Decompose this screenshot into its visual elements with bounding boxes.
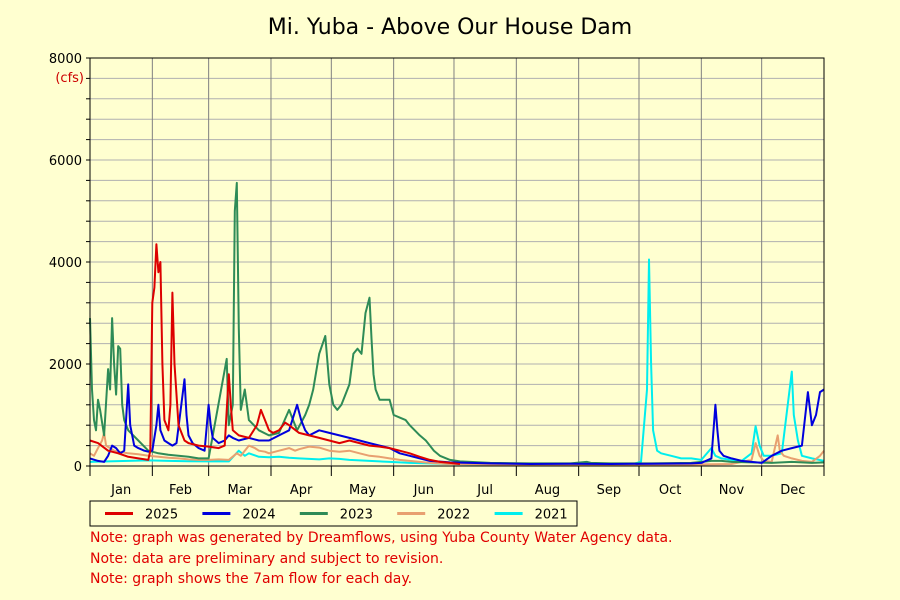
series-line-2024: [89, 378, 825, 465]
axes: 0 2000 4000 6000 8000 Jan Feb Mar Apr May Jun Jul Au…: [49, 52, 825, 498]
x-tick-label: Oct: [659, 483, 681, 498]
y-axis-unit-label: (cfs): [55, 71, 84, 86]
x-tick-label: Jun: [413, 483, 434, 498]
y-tick-label: 6000: [49, 154, 82, 169]
grid: [90, 58, 824, 466]
y-tick-label: 4000: [49, 256, 82, 271]
x-tick-label: May: [349, 483, 376, 498]
series-layer: [89, 181, 825, 466]
legend-label-2021: 2021: [535, 508, 568, 523]
x-tick-label: Feb: [169, 483, 192, 498]
legend-label-2024: 2024: [242, 508, 275, 523]
series-line-2022: [89, 431, 825, 466]
x-tick-label: Apr: [290, 483, 313, 498]
note-source: Note: graph was generated by Dreamflows,…: [90, 530, 673, 546]
legend-label-2022: 2022: [437, 508, 470, 523]
x-tick-label: Mar: [228, 483, 253, 498]
legend: 2025 2024 2023 2022 2021: [89, 500, 578, 527]
x-tick-label: Sep: [597, 483, 622, 498]
x-tick-label: Jan: [110, 483, 131, 498]
x-tick-label: Nov: [719, 483, 745, 498]
y-tick-label: 8000: [49, 52, 82, 67]
legend-label-2025: 2025: [145, 508, 178, 523]
x-tick-label: Dec: [780, 483, 805, 498]
y-tick-label: 2000: [49, 358, 82, 373]
chart-title: Mi. Yuba - Above Our House Dam: [268, 15, 632, 40]
note-preliminary: Note: data are preliminary and subject t…: [90, 551, 444, 567]
x-tick-label: Aug: [535, 483, 560, 498]
y-tick-label: 0: [74, 460, 82, 475]
note-7am: Note: graph shows the 7am flow for each …: [90, 571, 413, 587]
series-line-2025: [89, 243, 461, 465]
x-tick-label: Jul: [476, 483, 493, 498]
legend-label-2023: 2023: [340, 508, 373, 523]
